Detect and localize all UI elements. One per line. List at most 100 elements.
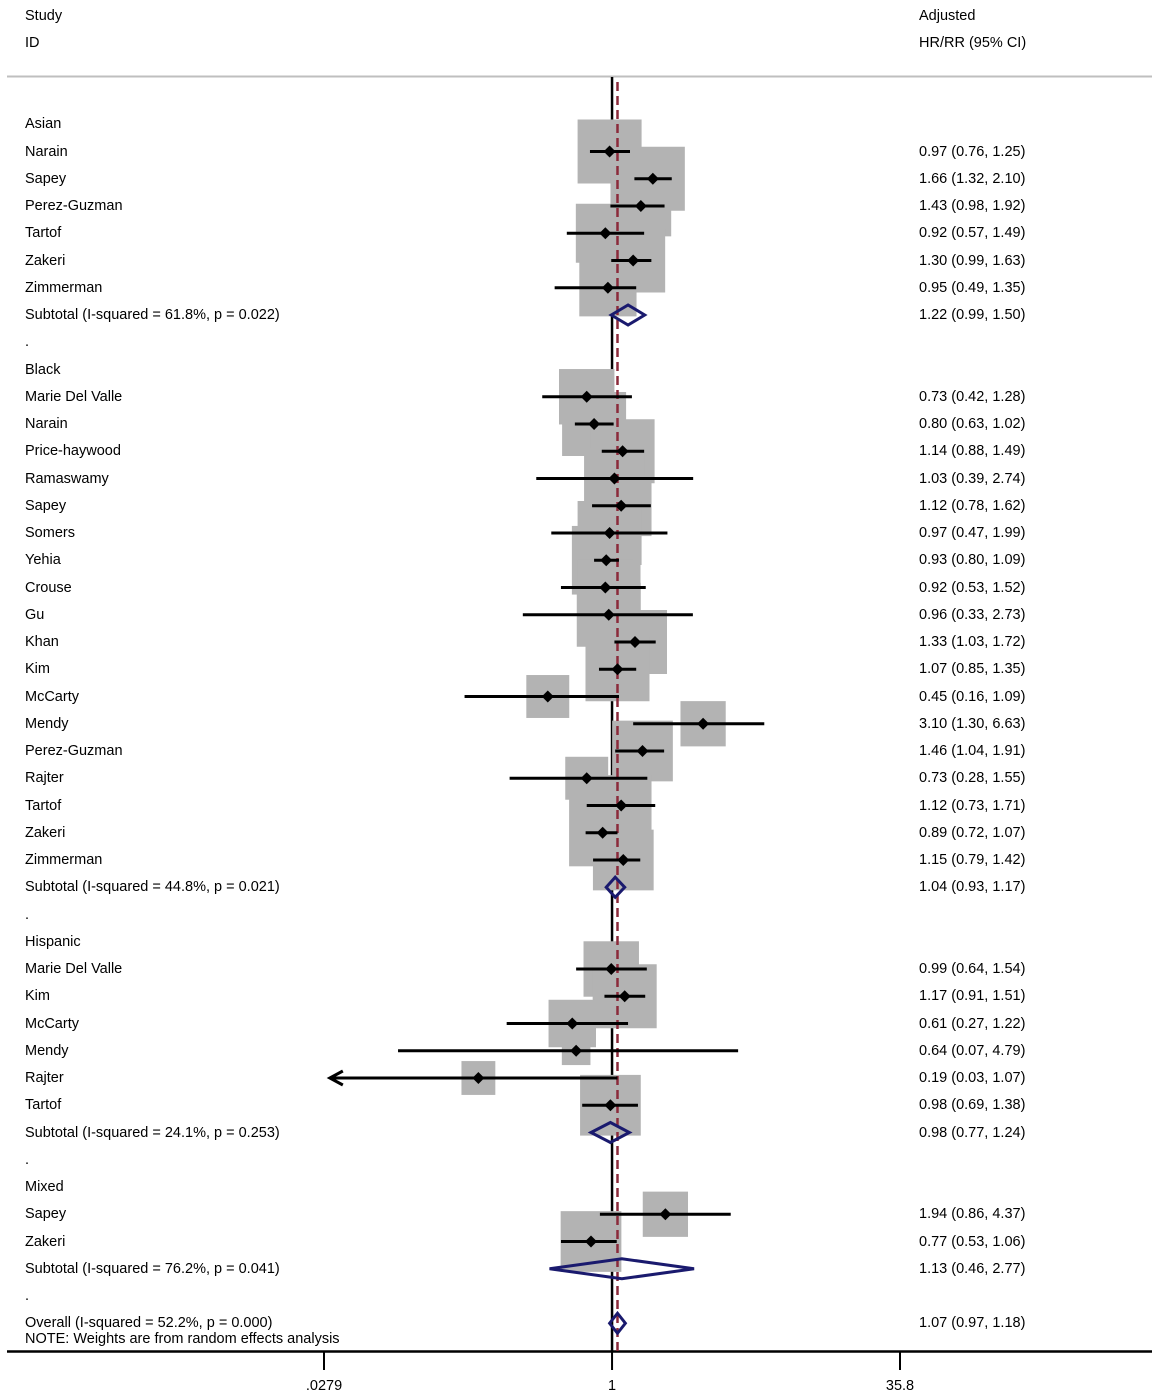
dot-label: . [25, 1288, 30, 1304]
point-estimate [646, 172, 659, 185]
point-estimate [615, 499, 628, 512]
point-estimate [596, 826, 609, 839]
overall-label: Overall (I-squared = 52.2%, p = 0.000) [25, 1315, 273, 1332]
study-label: Sapey [25, 170, 67, 187]
study-ci-text: 0.96 (0.33, 2.73) [919, 606, 1026, 623]
group-label: Black [25, 361, 61, 378]
study-ci-text: 1.12 (0.78, 1.62) [919, 497, 1026, 514]
study-label: Rajter [25, 1070, 64, 1086]
study-label: Crouse [25, 579, 72, 596]
study-ci-text: 0.19 (0.03, 1.07) [919, 1070, 1026, 1086]
study-ci-text: 0.99 (0.64, 1.54) [919, 961, 1026, 977]
point-estimate [588, 418, 601, 430]
study-ci-text: 1.14 (0.88, 1.49) [919, 443, 1026, 460]
point-estimate [659, 1208, 672, 1221]
study-ci-text: 0.73 (0.28, 1.55) [919, 770, 1026, 787]
point-estimate [580, 772, 593, 785]
study-label: Tartof [25, 225, 62, 242]
x-tick-label-max: 35.8 [885, 1378, 915, 1394]
point-estimate [570, 1044, 583, 1057]
study-label: Rajter [25, 770, 64, 787]
study-ci-text: 0.89 (0.72, 1.07) [919, 824, 1026, 841]
point-estimate [599, 227, 612, 240]
point-estimate [634, 200, 647, 212]
header-hr-ci: HR/RR (95% CI) [919, 35, 1027, 51]
point-estimate [616, 445, 629, 458]
dot-label: . [25, 334, 30, 351]
dot-label: . [25, 1151, 30, 1168]
subtotal-diamond [604, 875, 627, 900]
overall-diamond [607, 1310, 628, 1336]
x-tick-label-one: 1 [607, 1378, 617, 1394]
subtotal-label: Subtotal (I-squared = 24.1%, p = 0.253) [25, 1124, 280, 1141]
point-estimate [628, 636, 641, 648]
overall-ci-text: 1.07 (0.97, 1.18) [919, 1315, 1026, 1332]
header-adjusted: Adjusted [919, 8, 976, 24]
study-ci-text: 0.98 (0.69, 1.38) [919, 1097, 1026, 1114]
dot-label: . [25, 906, 30, 923]
study-ci-text: 0.93 (0.80, 1.09) [919, 552, 1026, 569]
study-label: McCarty [25, 1015, 79, 1032]
header-id: ID [25, 35, 40, 51]
study-label: Narain [25, 143, 68, 160]
study-label: Zakeri [25, 824, 66, 841]
point-estimate [585, 1235, 598, 1248]
study-ci-text: 0.92 (0.53, 1.52) [919, 579, 1026, 596]
subtotal-diamond [608, 303, 648, 327]
study-ci-text: 0.61 (0.27, 1.22) [919, 1015, 1026, 1032]
group-label: Asian [25, 116, 62, 133]
study-ci-text: 1.17 (0.91, 1.51) [919, 988, 1026, 1005]
point-estimate [600, 554, 613, 567]
study-ci-text: 1.07 (0.85, 1.35) [919, 661, 1026, 678]
study-ci-text: 1.03 (0.39, 2.74) [919, 470, 1026, 487]
point-estimate [608, 472, 621, 485]
study-ci-text: 0.64 (0.07, 4.79) [919, 1042, 1026, 1059]
study-label: Kim [25, 988, 50, 1005]
study-ci-text: 0.80 (0.63, 1.02) [919, 416, 1026, 432]
study-label: Sapey [25, 1206, 67, 1223]
study-label: Mendy [25, 1042, 69, 1059]
subtotal-ci-text: 1.13 (0.46, 2.77) [919, 1260, 1026, 1277]
point-estimate [580, 390, 593, 403]
subtotal-label: Subtotal (I-squared = 61.8%, p = 0.022) [25, 307, 280, 323]
study-label: Zakeri [25, 252, 66, 269]
study-label: Tartof [25, 1097, 62, 1114]
subtotal-ci-text: 1.04 (0.93, 1.17) [919, 879, 1026, 896]
ci-arrow [326, 1069, 344, 1087]
study-ci-text: 0.97 (0.47, 1.99) [919, 525, 1026, 541]
study-ci-text: 1.30 (0.99, 1.63) [919, 252, 1026, 269]
study-label: Kim [25, 661, 50, 678]
study-ci-text: 1.12 (0.73, 1.71) [919, 797, 1026, 814]
study-label: Perez-Guzman [25, 198, 123, 214]
study-label: Ramaswamy [25, 470, 109, 487]
study-label: Khan [25, 634, 59, 650]
study-label: Somers [25, 525, 75, 541]
study-label: Marie Del Valle [25, 388, 123, 405]
point-estimate [601, 281, 614, 294]
point-estimate [617, 854, 630, 866]
weights-note: NOTE: Weights are from random effects an… [25, 1331, 340, 1347]
point-estimate [603, 145, 616, 158]
point-estimate [604, 1099, 617, 1112]
subtotal-ci-text: 0.98 (0.77, 1.24) [919, 1124, 1026, 1141]
group-label: Hispanic [25, 933, 81, 950]
study-label: Marie Del Valle [25, 961, 123, 977]
point-estimate [611, 663, 624, 676]
point-estimate [472, 1072, 485, 1084]
point-estimate [602, 608, 615, 621]
study-ci-text: 1.94 (0.86, 4.37) [919, 1206, 1026, 1223]
study-label: Sapey [25, 497, 67, 514]
study-ci-text: 0.73 (0.42, 1.28) [919, 388, 1026, 405]
subtotal-label: Subtotal (I-squared = 44.8%, p = 0.021) [25, 879, 280, 896]
subtotal-diamond [587, 1120, 633, 1145]
group-label: Mixed [25, 1179, 64, 1195]
study-label: Perez-Guzman [25, 743, 123, 759]
study-ci-text: 1.33 (1.03, 1.72) [919, 634, 1026, 650]
point-estimate [697, 717, 710, 730]
header-study: Study [25, 8, 63, 24]
subtotal-diamond [549, 1257, 695, 1281]
study-label: Narain [25, 416, 68, 432]
study-label: Yehia [25, 552, 61, 569]
study-ci-text: 1.46 (1.04, 1.91) [919, 743, 1026, 759]
